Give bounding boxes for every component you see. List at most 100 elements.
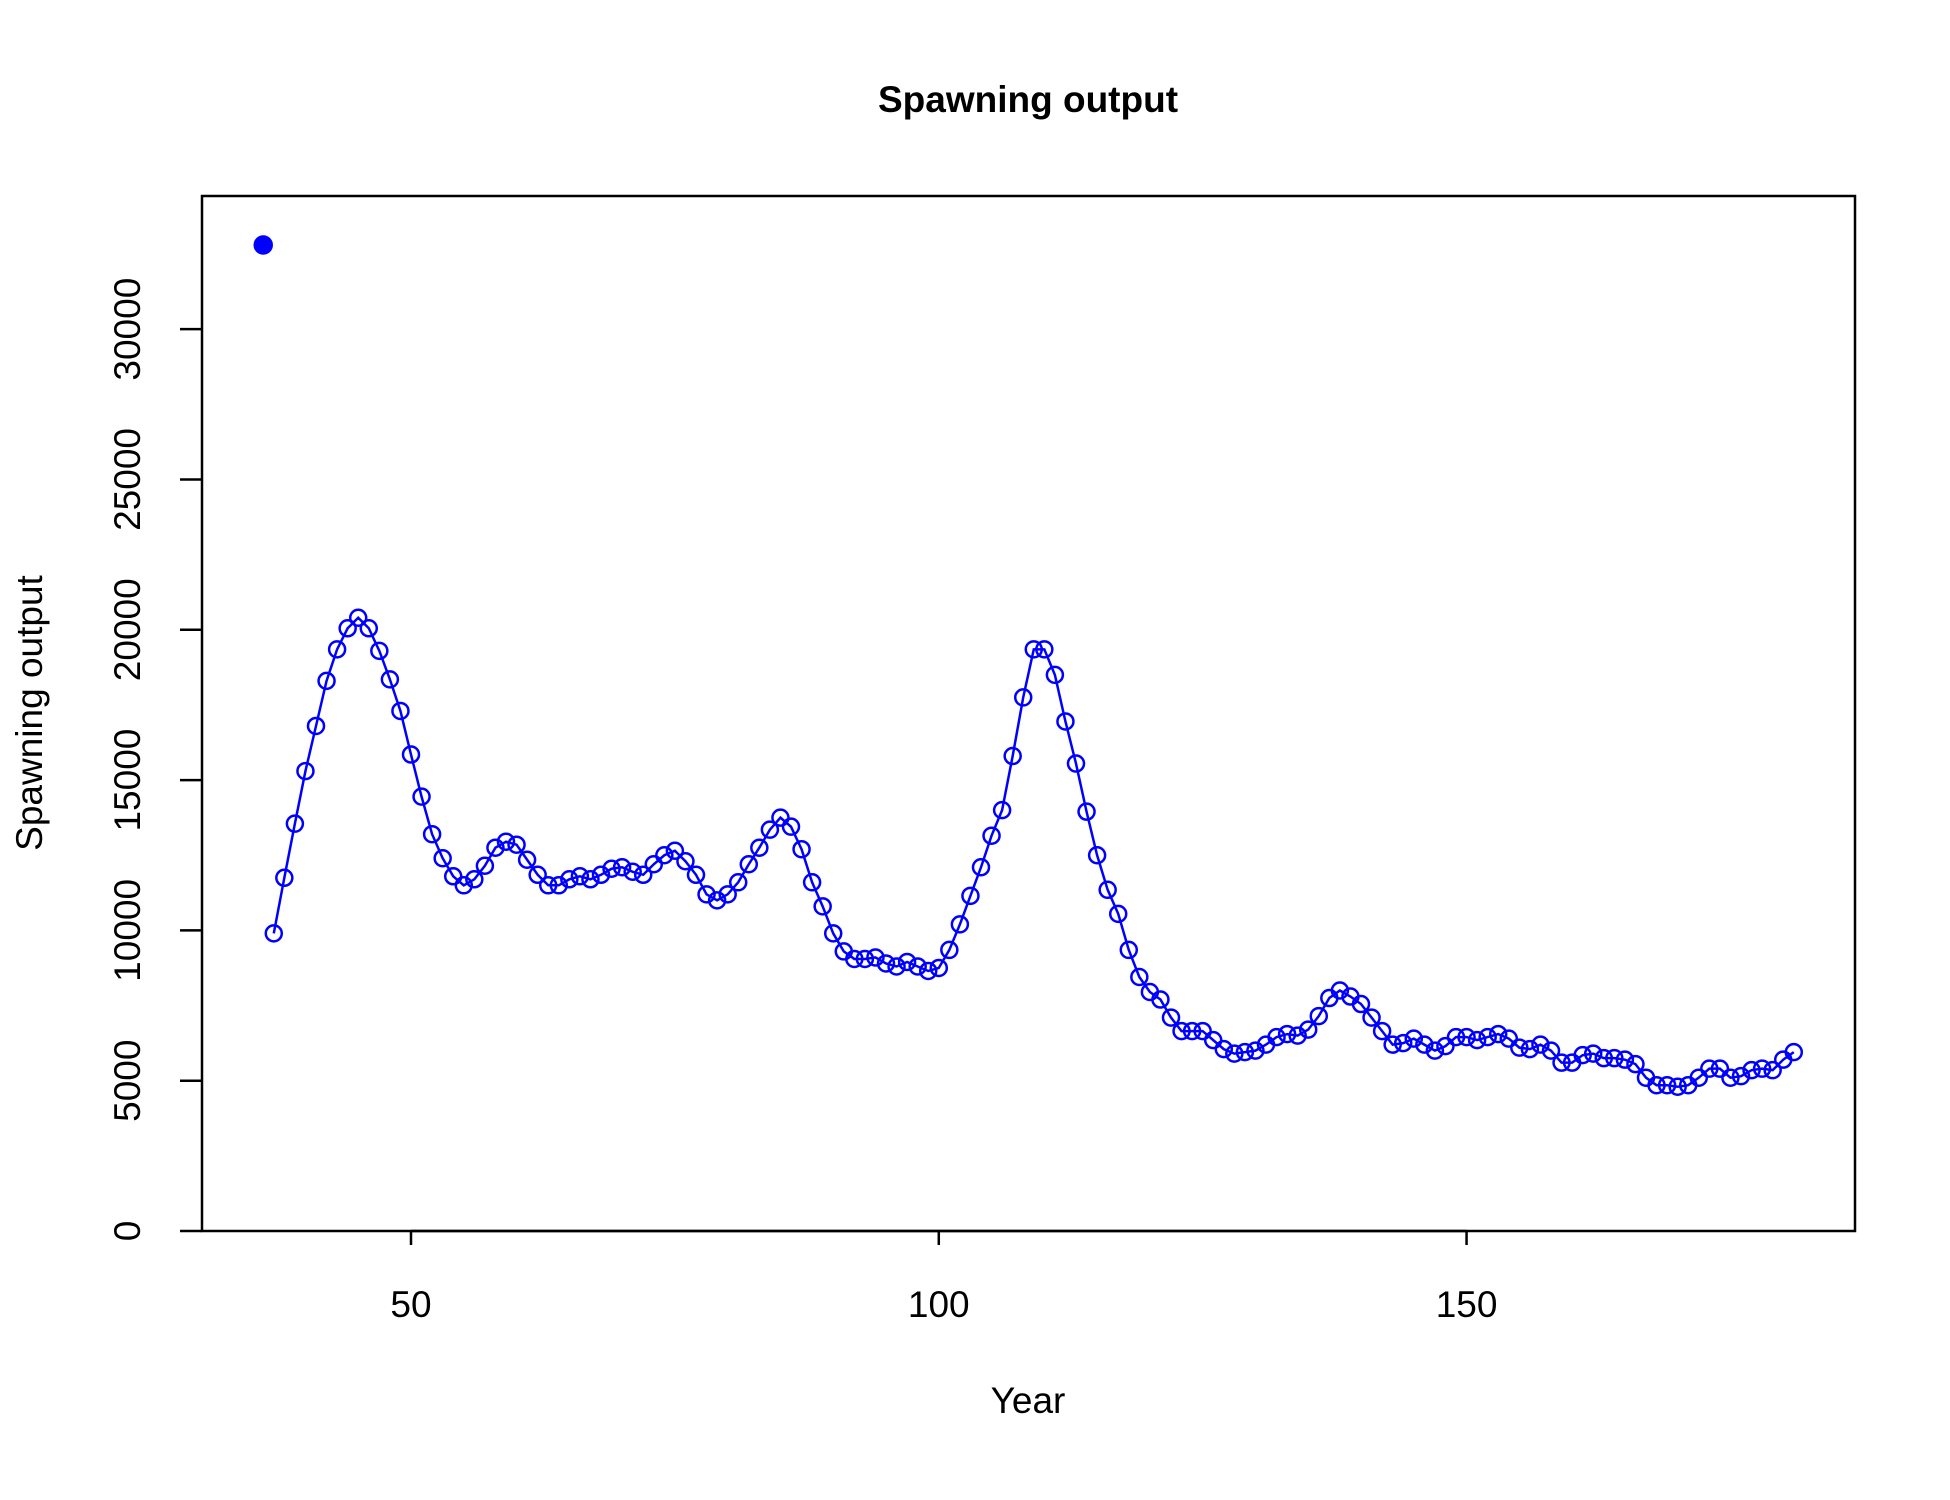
y-axis-label: Spawning output (9, 574, 50, 850)
data-point (1235, 1042, 1255, 1062)
data-point (1130, 967, 1149, 987)
data-point (813, 897, 832, 916)
data-point (1372, 1021, 1392, 1041)
data-point (591, 865, 611, 885)
data-point (1647, 1075, 1666, 1095)
data-point (1267, 1027, 1286, 1047)
data-point (1045, 665, 1065, 685)
data-point (327, 640, 347, 659)
data-point (823, 924, 843, 943)
data-point (908, 957, 927, 976)
data-point (454, 876, 474, 895)
data-point (1510, 1038, 1529, 1057)
x-tick-label: 150 (1436, 1284, 1498, 1325)
data-point (1066, 754, 1086, 773)
x-axis-label: Year (991, 1380, 1066, 1421)
data-point (507, 835, 526, 854)
data-point (676, 851, 695, 871)
data-point (855, 949, 875, 969)
data-point (1531, 1035, 1550, 1054)
data-point (887, 957, 906, 976)
data-point (1035, 640, 1054, 659)
data-point (1214, 1039, 1234, 1059)
y-tick-label: 5000 (107, 1040, 148, 1122)
data-point (1700, 1059, 1719, 1078)
data-point (929, 958, 949, 978)
data-point (253, 235, 273, 255)
data-point (549, 876, 569, 895)
data-point (1689, 1068, 1709, 1087)
data-point (1098, 880, 1117, 900)
data-point (655, 845, 674, 865)
data-point (1393, 1033, 1413, 1053)
data-point (1246, 1041, 1265, 1060)
y-tick-label: 30000 (107, 278, 148, 381)
data-point (802, 873, 822, 892)
data-point (1298, 1020, 1318, 1039)
data-point (1573, 1045, 1592, 1065)
data-point (1172, 1021, 1191, 1041)
data-point (1552, 1053, 1571, 1072)
x-tick-label: 100 (908, 1284, 970, 1325)
data-point (1763, 1060, 1782, 1080)
data-point (1013, 688, 1033, 707)
data-point (370, 641, 389, 661)
data-point (1288, 1026, 1307, 1045)
data-point (581, 870, 600, 889)
data-point (644, 855, 664, 874)
data-point (750, 838, 769, 857)
data-point (306, 716, 326, 736)
data-point (1161, 1008, 1181, 1027)
data-point (1478, 1027, 1497, 1047)
data-point (486, 838, 505, 857)
data-point (1657, 1075, 1677, 1095)
data-point (496, 832, 516, 851)
data-point (1721, 1068, 1740, 1087)
data-point (1488, 1024, 1508, 1044)
y-tick-label: 0 (107, 1221, 148, 1242)
data-point (982, 826, 1001, 845)
data-point (876, 954, 896, 973)
data-point (1467, 1030, 1487, 1050)
data-point (1446, 1027, 1466, 1047)
data-point (1330, 981, 1350, 1000)
data-point (391, 701, 410, 721)
data-point (1309, 1006, 1329, 1026)
data-point (633, 865, 653, 885)
data-point (623, 862, 642, 882)
data-point (602, 859, 621, 879)
data-point (475, 856, 495, 876)
data-point (1056, 712, 1075, 731)
data-point (1436, 1036, 1455, 1056)
data-point (275, 868, 294, 888)
y-tick-label: 25000 (107, 428, 148, 531)
data-point (697, 885, 716, 904)
data-point (380, 670, 400, 689)
data-point (1668, 1077, 1687, 1096)
y-tick-label: 15000 (107, 729, 148, 832)
data-point (1784, 1042, 1804, 1062)
data-point (1383, 1035, 1402, 1054)
data-point (950, 915, 970, 934)
data-point (866, 948, 885, 967)
data-point (433, 848, 452, 868)
data-point (760, 820, 780, 839)
data-point (1203, 1030, 1223, 1050)
data-point (1119, 940, 1139, 960)
data-point (570, 867, 590, 886)
data-point (1415, 1035, 1434, 1054)
data-point (792, 839, 811, 859)
data-point (1541, 1041, 1561, 1060)
data-point (940, 940, 959, 960)
chart-title: Spawning output (878, 79, 1178, 120)
data-point (538, 876, 558, 895)
data-point (517, 850, 537, 869)
data-point (1457, 1027, 1476, 1047)
data-point (1024, 640, 1044, 659)
data-point (1277, 1024, 1297, 1044)
data-point (560, 870, 579, 889)
data-point (918, 961, 938, 981)
data-point (1742, 1060, 1761, 1080)
